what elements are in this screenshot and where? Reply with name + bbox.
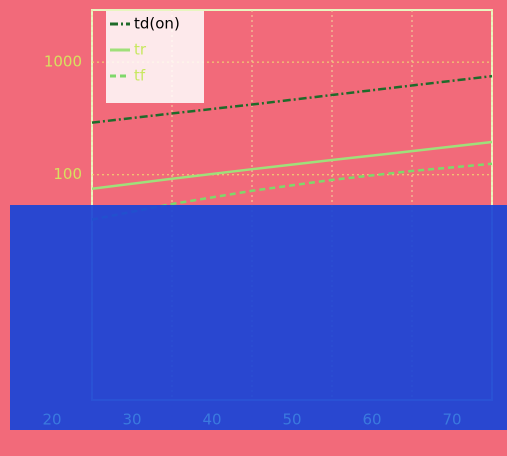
legend-label: tr <box>134 41 147 59</box>
overlay <box>10 205 507 430</box>
y-tick-label: 100 <box>53 165 82 183</box>
y-tick-label: 1000 <box>44 53 82 71</box>
legend-box <box>106 11 204 103</box>
legend: td(on) tr tf <box>106 11 204 103</box>
series-line <box>91 162 493 221</box>
series-line <box>91 140 493 191</box>
x-tick-label: 60 <box>362 411 381 429</box>
x-tick-label: 70 <box>442 411 461 429</box>
x-tick-label: 40 <box>202 411 221 429</box>
labels: 100 1000 20 30 40 50 60 70 td(on) tr tf <box>42 11 462 429</box>
series-line <box>91 74 493 124</box>
x-tick-label: 50 <box>282 411 301 429</box>
x-tick-label: 20 <box>42 411 61 429</box>
legend-label: tf <box>134 67 146 85</box>
x-tick-label: 30 <box>122 411 141 429</box>
legend-label: td(on) <box>134 15 180 33</box>
